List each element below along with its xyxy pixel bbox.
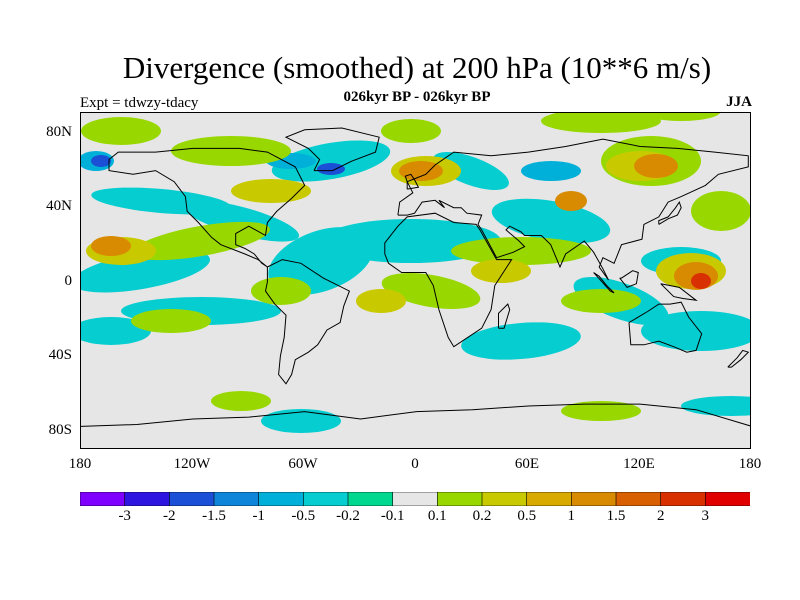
colorbar-swatch xyxy=(705,492,750,506)
divergence-contour xyxy=(211,391,271,411)
colorbar-label: 3 xyxy=(701,508,710,524)
coastline xyxy=(264,259,351,385)
colorbar-label: 1.5 xyxy=(606,508,626,524)
y-tick-label: 0 xyxy=(64,273,73,289)
coastline xyxy=(593,272,615,294)
divergence-contour xyxy=(381,119,441,143)
divergence-contour xyxy=(91,187,231,215)
colorbar-swatch xyxy=(80,492,126,506)
colorbar-label: 0.5 xyxy=(517,508,537,524)
divergence-contour xyxy=(555,191,587,211)
x-tick-label: 120E xyxy=(623,456,655,472)
x-tick-label: 0 xyxy=(411,456,419,472)
colorbar-swatch xyxy=(481,492,528,506)
chart-subtitle: 026kyr BP - 026kyr BP xyxy=(343,89,491,105)
colorbar-label: 0.1 xyxy=(427,508,447,524)
divergence-contour xyxy=(171,136,291,166)
y-tick-label: 40S xyxy=(48,347,72,363)
y-tick-label: 80N xyxy=(46,124,72,140)
experiment-label: Expt = tdwzy-tdacy xyxy=(80,95,199,111)
x-tick-label: 60W xyxy=(288,456,318,472)
y-tick-label: 40N xyxy=(46,198,72,214)
x-tick-label: 60E xyxy=(514,456,540,472)
divergence-contour xyxy=(541,113,661,133)
colorbar-label: -1.5 xyxy=(202,508,226,524)
divergence-contour xyxy=(641,311,750,351)
colorbar-swatch xyxy=(437,492,483,506)
colorbar-label: -0.2 xyxy=(336,508,360,524)
coastline xyxy=(81,403,750,427)
divergence-contour xyxy=(634,154,678,178)
colorbar-label: 0.2 xyxy=(472,508,492,524)
colorbar-swatch xyxy=(169,492,215,506)
coastline xyxy=(628,301,703,353)
colorbar-label: 2 xyxy=(656,508,665,524)
colorbar-swatch xyxy=(571,492,617,506)
colorbar-label: -1 xyxy=(252,508,265,524)
coastline xyxy=(658,200,682,225)
x-tick-label: 120W xyxy=(173,456,211,472)
divergence-contour xyxy=(231,179,311,203)
divergence-contour xyxy=(461,322,581,360)
divergence-contour xyxy=(132,221,270,261)
divergence-contour xyxy=(91,155,111,167)
colorbar-swatch xyxy=(526,492,572,506)
divergence-contour xyxy=(251,277,311,305)
divergence-contour xyxy=(399,161,443,181)
colorbar-swatch xyxy=(258,492,304,506)
colorbar-swatch xyxy=(660,492,706,506)
divergence-contour xyxy=(681,396,750,416)
colorbar-label: 1 xyxy=(567,508,576,524)
divergence-contour xyxy=(271,140,391,182)
divergence-contour xyxy=(356,289,406,313)
colorbar-label: -2 xyxy=(163,508,176,524)
map-panel xyxy=(80,112,751,449)
coastlines xyxy=(81,127,750,427)
colorbar-label: -0.1 xyxy=(380,508,405,524)
divergence-contour xyxy=(521,161,581,181)
map-canvas xyxy=(81,113,750,433)
divergence-contour xyxy=(261,409,341,433)
coastline xyxy=(404,173,420,190)
colorbar-swatch xyxy=(124,492,170,506)
coastline xyxy=(397,138,749,281)
colorbar-swatch xyxy=(392,492,438,506)
divergence-contour xyxy=(691,191,750,231)
season-label: JJA xyxy=(726,94,752,110)
colorbar xyxy=(80,492,750,506)
colorbar-swatch xyxy=(303,492,349,506)
divergence-contour xyxy=(131,309,211,333)
colorbar-swatch xyxy=(615,492,662,506)
colorbar-swatch xyxy=(213,492,260,506)
coastline xyxy=(498,303,511,329)
colorbar-label: -0.5 xyxy=(291,508,316,524)
chart-title: Divergence (smoothed) at 200 hPa (10**6 … xyxy=(122,50,712,85)
divergence-contour xyxy=(561,401,641,421)
coastline xyxy=(384,212,513,348)
divergence-contour xyxy=(317,163,345,175)
coastline xyxy=(727,349,750,368)
divergence-contour xyxy=(381,273,481,309)
divergence-contour xyxy=(691,273,711,289)
divergence-contour xyxy=(81,117,161,145)
divergence-contour xyxy=(81,249,211,293)
colorbar-swatch xyxy=(347,492,394,506)
colorbar-label: -3 xyxy=(118,508,131,524)
x-tick-label: 180 xyxy=(68,456,92,472)
divergence-contour xyxy=(91,236,131,256)
x-tick-label: 180 xyxy=(738,456,762,472)
divergence-contour xyxy=(561,289,641,313)
coastline xyxy=(108,147,306,268)
coastline xyxy=(284,127,380,172)
y-tick-label: 80S xyxy=(48,422,72,438)
coastline xyxy=(660,283,698,302)
coastline xyxy=(619,270,639,289)
divergence-contour xyxy=(641,113,721,121)
divergence-contour xyxy=(471,259,531,283)
